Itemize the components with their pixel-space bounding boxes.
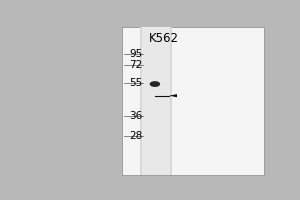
- Text: 28: 28: [129, 131, 142, 141]
- Text: 55: 55: [129, 78, 142, 88]
- Bar: [122, 27, 264, 175]
- Ellipse shape: [150, 81, 160, 87]
- Text: 72: 72: [129, 60, 142, 70]
- Text: K562: K562: [149, 32, 179, 45]
- Text: 36: 36: [129, 111, 142, 121]
- Polygon shape: [169, 94, 177, 97]
- Text: 95: 95: [129, 49, 142, 59]
- Bar: [142, 27, 170, 175]
- Bar: [140, 27, 172, 175]
